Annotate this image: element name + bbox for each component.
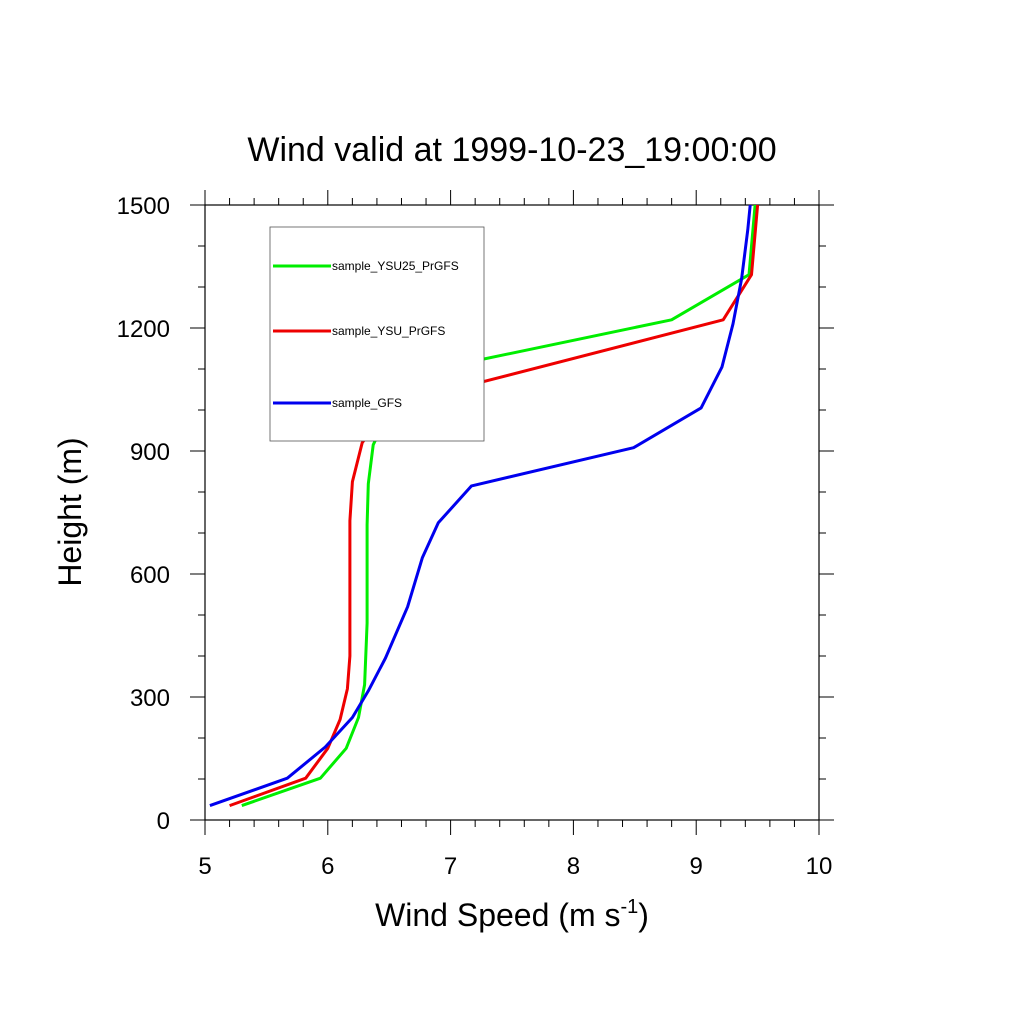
plot-frame [204, 204, 820, 821]
x-tick-label: 10 [806, 853, 833, 880]
x-tick-label: 6 [321, 853, 334, 880]
y-tick-label: 1500 [117, 193, 170, 220]
x-tick-label: 8 [567, 853, 580, 880]
y-axis-title: Height (m) [52, 437, 88, 586]
x-tick-label: 9 [690, 853, 703, 880]
legend-box [269, 226, 485, 442]
legend-label: sample_YSU_PrGFS [332, 324, 445, 338]
legend-label: sample_GFS [332, 396, 402, 410]
x-tick-labels: 5 6 7 8 9 10 [198, 853, 832, 880]
legend: sample_YSU25_PrGFS sample_YSU_PrGFSsample… [269, 226, 485, 442]
y-tick-label: 0 [157, 808, 170, 835]
y-tick-labels: 0 300 600 900 1200 1500 [117, 193, 170, 835]
axis-ticks [190, 190, 834, 835]
series-line-sample_YSU25_PrGFS [241, 204, 757, 808]
x-tick-label: 7 [444, 853, 457, 880]
legend-label: sample_YSU25_PrGFS [332, 259, 459, 273]
x-axis-title-main: Wind Speed (m s [375, 897, 620, 933]
y-tick-label: 900 [130, 439, 170, 466]
x-axis-title-suffix: ) [638, 897, 649, 933]
y-tick-label: 300 [130, 685, 170, 712]
chart-title: Wind valid at 1999-10-23_19:00:00 [247, 131, 776, 169]
y-tick-label: 600 [130, 562, 170, 589]
x-axis-title: Wind Speed (m s-1) [375, 896, 649, 933]
series-line-sample_GFS [209, 204, 752, 808]
x-axis-title-superscript: -1 [620, 896, 638, 918]
plot-area [190, 190, 834, 835]
y-tick-label: 1200 [117, 316, 170, 343]
series-lines [209, 204, 760, 808]
x-tick-label: 5 [198, 853, 211, 880]
